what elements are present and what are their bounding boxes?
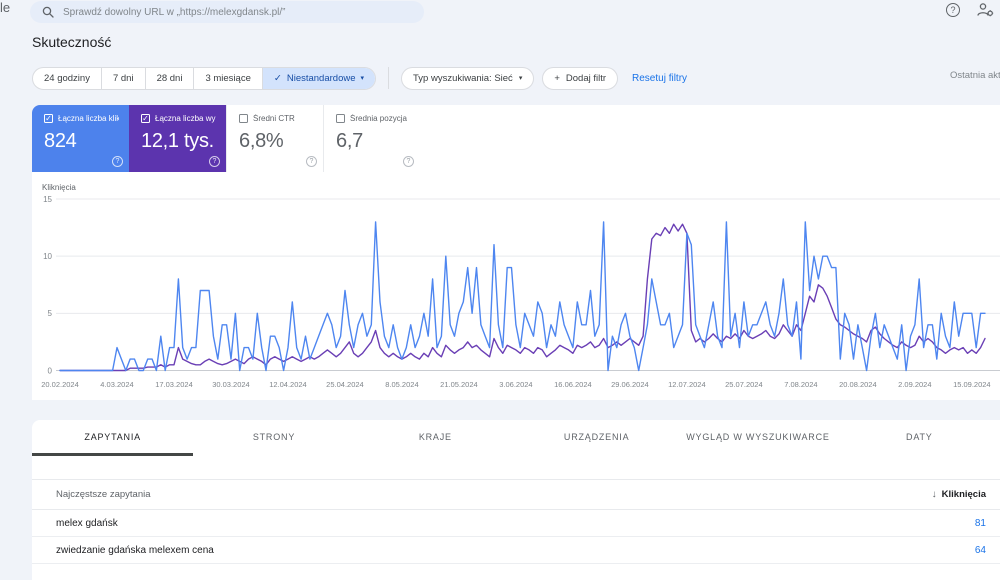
checkbox-unchecked-icon[interactable] — [239, 114, 248, 123]
query-cell: melex gdańsk — [56, 517, 118, 529]
metric-cards: ✓ Łączna liczba klik… 824 ? ✓ Łączna lic… — [32, 105, 1000, 172]
search-type-label: Typ wyszukiwania: Sieć — [413, 72, 513, 84]
clicks-cell: 81 — [974, 517, 986, 529]
performance-chart-panel: ✓ Łączna liczba klik… 824 ? ✓ Łączna lic… — [32, 105, 1000, 400]
tab-devices[interactable]: URZĄDZENIA — [563, 431, 630, 442]
metric-value: 6,8% — [239, 130, 284, 152]
metric-label: Łączna liczba wy… — [155, 114, 216, 123]
clipped-logo-text: le — [0, 0, 11, 15]
check-icon: ✓ — [273, 72, 282, 84]
table-header-clicks: Kliknięcia — [941, 489, 986, 500]
sort-descending-icon: ↓ — [931, 489, 937, 500]
metric-card-total-clicks[interactable]: ✓ Łączna liczba klik… 824 ? — [32, 105, 129, 172]
x-tick-label: 20.02.2024 — [41, 380, 79, 389]
x-tick-label: 25.07.2024 — [725, 380, 763, 389]
help-icon[interactable]: ? — [946, 2, 960, 17]
metric-value: 6,7 — [336, 130, 363, 152]
range-custom-label: Niestandardowe — [286, 72, 356, 84]
manage-users-icon[interactable] — [976, 2, 994, 17]
x-tick-label: 25.04.2024 — [326, 380, 364, 389]
y-axis-title: Kliknięcia — [42, 183, 76, 192]
y-tick-label: 0 — [48, 366, 53, 375]
chevron-down-icon: ▾ — [360, 74, 365, 82]
dimension-tabs: ZAPYTANIA STRONY KRAJE URZĄDZENIA WYGLĄD… — [32, 420, 1000, 456]
x-tick-label: 20.08.2024 — [839, 380, 877, 389]
add-filter-button[interactable]: + Dodaj filtr — [542, 66, 619, 90]
query-cell: zwiedzanie gdańska melexem cena — [56, 544, 214, 556]
x-tick-label: 3.06.2024 — [499, 380, 532, 389]
series-line — [59, 221, 986, 372]
x-tick-label: 12.07.2024 — [668, 380, 706, 389]
table-row[interactable]: melex gdańsk 81 — [32, 510, 1000, 537]
metric-label: Średni CTR — [253, 114, 295, 123]
x-tick-label: 4.03.2024 — [100, 380, 133, 389]
y-tick-label: 15 — [43, 195, 52, 204]
x-tick-label: 29.06.2024 — [611, 380, 649, 389]
checkbox-checked-icon[interactable]: ✓ — [44, 114, 53, 123]
metric-value: 12,1 tys. — [141, 130, 214, 152]
divider — [388, 67, 390, 89]
table-toolbar-strip — [32, 456, 1000, 480]
help-icon[interactable]: ? — [112, 156, 123, 167]
date-range-group: 24 godziny 7 dni 28 dni 3 miesiące ✓ Nie… — [32, 66, 377, 90]
x-tick-label: 2.09.2024 — [898, 380, 931, 389]
reset-filters-link[interactable]: Resetuj filtry — [632, 72, 688, 84]
help-icon[interactable]: ? — [403, 156, 414, 167]
x-tick-label: 17.03.2024 — [155, 380, 193, 389]
range-3m-button[interactable]: 3 miesiące — [194, 67, 263, 89]
x-tick-label: 16.06.2024 — [554, 380, 592, 389]
clicks-impressions-line-chart[interactable]: 0 5 10 15 20.02.2024 4.03.2024 17.03.2024 30.03… — [32, 191, 1000, 395]
query-rows: melex gdańsk 81 zwiedzanie gdańska melexem… — [32, 510, 1000, 564]
help-icon[interactable]: ? — [306, 156, 317, 167]
x-tick-label: 15.09.2024 — [953, 380, 991, 389]
add-filter-label: Dodaj filtr — [565, 72, 607, 84]
x-tick-label: 30.03.2024 — [212, 380, 250, 389]
checkbox-checked-icon[interactable]: ✓ — [141, 114, 150, 123]
help-icon[interactable]: ? — [209, 156, 220, 167]
table-row[interactable]: zwiedzanie gdańska melexem cena 64 — [32, 537, 1000, 564]
range-28d-button[interactable]: 28 dni — [146, 67, 195, 89]
tab-dates[interactable]: DATY — [906, 431, 933, 442]
range-custom-button[interactable]: ✓ Niestandardowe ▾ — [262, 67, 376, 89]
search-type-dropdown[interactable]: Typ wyszukiwania: Sieć ▾ — [401, 66, 535, 90]
tab-search-appearance[interactable]: WYGLĄD W WYSZUKIWARCE — [686, 431, 830, 442]
search-icon — [42, 6, 54, 18]
metric-value: 824 — [44, 130, 77, 152]
metric-card-avg-ctr[interactable]: Średni CTR 6,8% ? — [226, 105, 323, 172]
x-tick-label: 12.04.2024 — [269, 380, 307, 389]
clicks-cell: 64 — [974, 544, 986, 556]
chevron-down-icon: ▾ — [518, 74, 523, 82]
last-update-text: Ostatnia aktu — [950, 70, 1000, 81]
range-7d-button[interactable]: 7 dni — [102, 67, 146, 89]
plus-icon: + — [554, 72, 560, 84]
table-header-queries: Najczęstsze zapytania — [56, 489, 151, 500]
tab-queries[interactable]: ZAPYTANIA — [32, 420, 194, 456]
x-tick-label: 8.05.2024 — [385, 380, 418, 389]
url-inspection-search-input[interactable]: Sprawdź dowolny URL w „https://melexgdan… — [30, 1, 424, 23]
series-line — [59, 223, 986, 372]
metric-label: Średnia pozycja — [350, 114, 407, 123]
y-tick-label: 10 — [43, 252, 52, 261]
tab-pages[interactable]: STRONY — [252, 431, 296, 442]
range-24h-button[interactable]: 24 godziny — [33, 67, 102, 89]
page-title: Skuteczność — [32, 34, 112, 50]
x-tick-label: 7.08.2024 — [784, 380, 817, 389]
metric-card-avg-position[interactable]: Średnia pozycja 6,7 ? — [323, 105, 420, 172]
metric-card-total-impressions[interactable]: ✓ Łączna liczba wy… 12,1 tys. ? — [129, 105, 226, 172]
checkbox-unchecked-icon[interactable] — [336, 114, 345, 123]
tab-countries[interactable]: KRAJE — [418, 431, 452, 442]
metric-label: Łączna liczba klik… — [58, 114, 119, 123]
y-tick-label: 5 — [48, 309, 53, 318]
table-sort-clicks[interactable]: ↓ Kliknięcia — [932, 489, 986, 500]
x-tick-label: 21.05.2024 — [440, 380, 478, 389]
dimensions-table-panel: ZAPYTANIA STRONY KRAJE URZĄDZENIA WYGLĄD… — [32, 420, 1000, 580]
search-placeholder: Sprawdź dowolny URL w „https://melexgdan… — [63, 6, 286, 18]
